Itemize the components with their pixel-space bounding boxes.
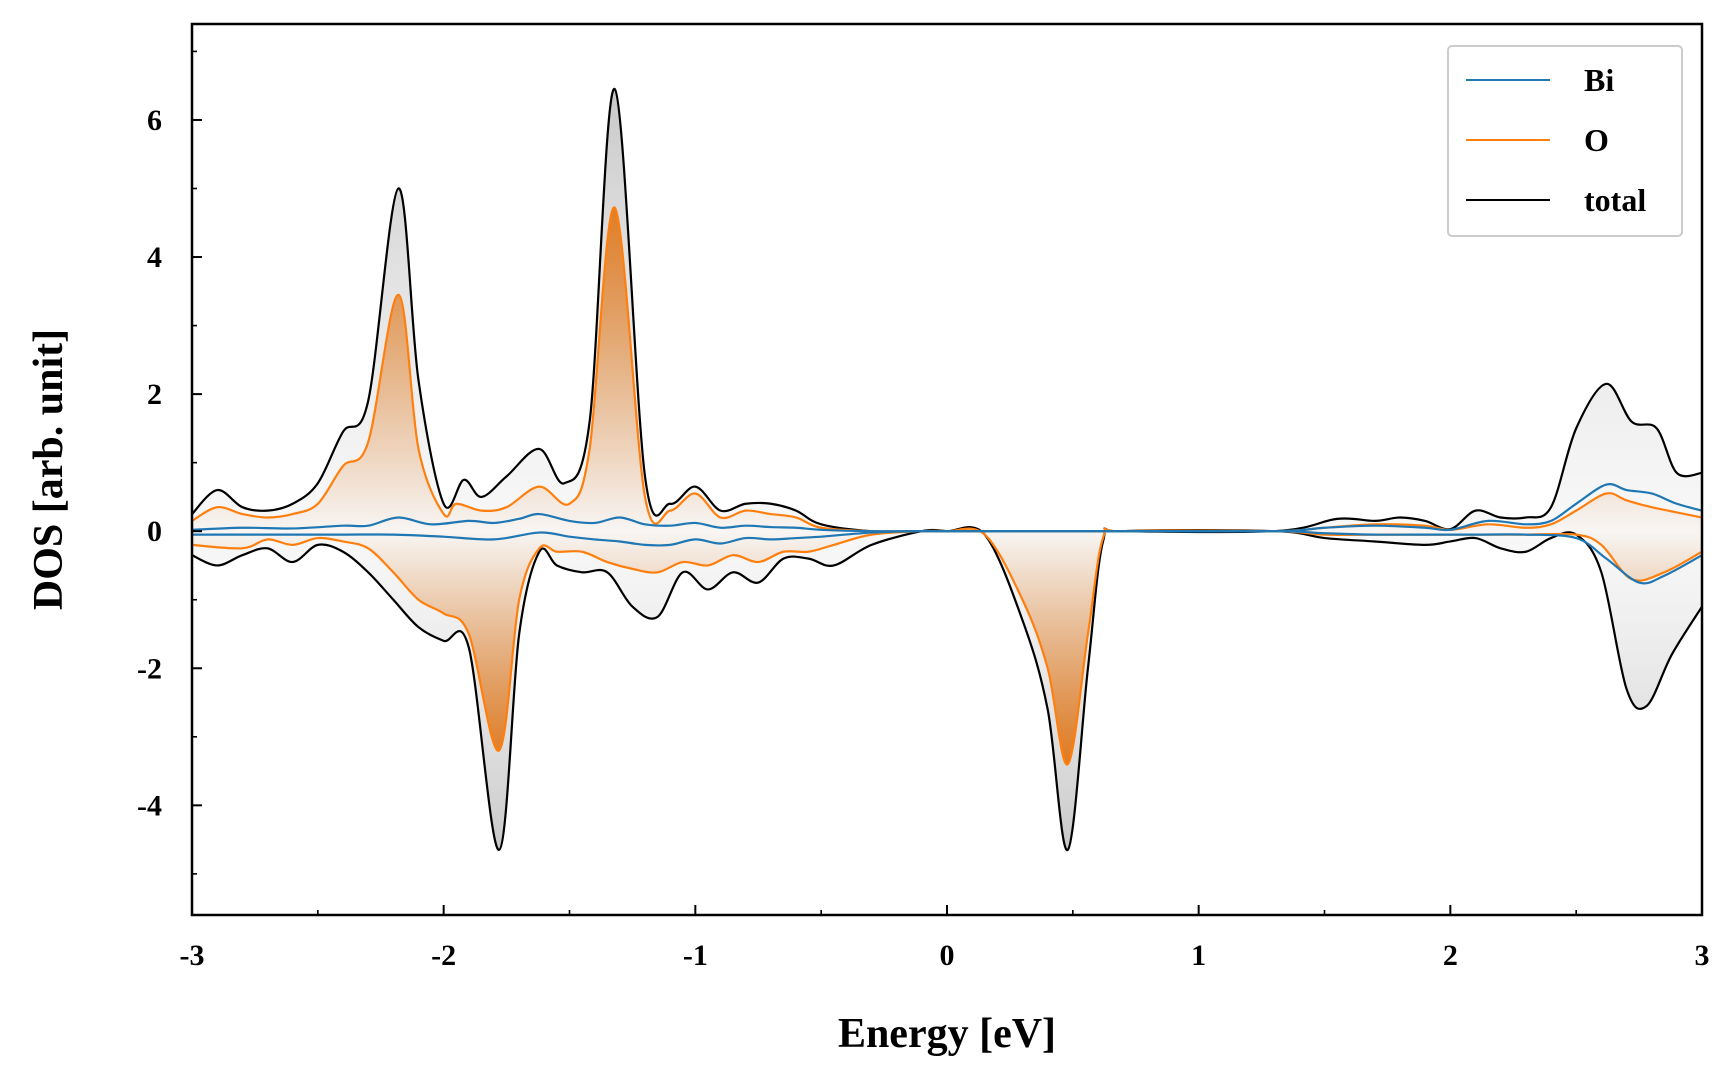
o-spin-down-fill [192, 528, 1702, 765]
y-tick-label: 2 [147, 378, 162, 411]
axis-ticks [191, 50, 1703, 915]
x-tick-labels: -3 -2 -1 0 1 2 3 [180, 939, 1710, 972]
bi-spin-up-line [192, 482, 1702, 533]
o-spin-up-fill [192, 207, 1702, 532]
x-tick-label: -2 [431, 939, 456, 972]
total-spin-down-line [192, 526, 1702, 852]
x-tick-label: 0 [940, 939, 955, 972]
legend: Bi O total [1447, 45, 1683, 237]
x-axis-title: Energy [eV] [838, 1011, 1056, 1057]
x-tick-label: 3 [1695, 939, 1710, 972]
y-tick-label: 0 [147, 515, 162, 548]
legend-label-total: total [1584, 182, 1646, 218]
y-tick-labels: -4 -2 0 2 4 6 [137, 104, 162, 822]
y-tick-label: 6 [147, 104, 162, 137]
x-tick-label: 1 [1191, 939, 1206, 972]
series-lines [192, 87, 1702, 852]
legend-box [1447, 45, 1683, 237]
x-tick-label: -3 [180, 939, 205, 972]
bi-spin-down-line [192, 529, 1702, 585]
x-tick-label: -1 [683, 939, 708, 972]
y-axis-title: DOS [arb. unit] [26, 329, 72, 610]
fill-areas [192, 88, 1702, 851]
x-tick-label: 2 [1443, 939, 1458, 972]
y-tick-label: 4 [147, 241, 162, 274]
y-tick-label: -2 [137, 652, 162, 685]
total-spin-up-line [192, 87, 1702, 534]
y-tick-label: -4 [137, 789, 162, 822]
legend-label-bi: Bi [1584, 62, 1614, 98]
legend-label-o: O [1584, 122, 1609, 158]
